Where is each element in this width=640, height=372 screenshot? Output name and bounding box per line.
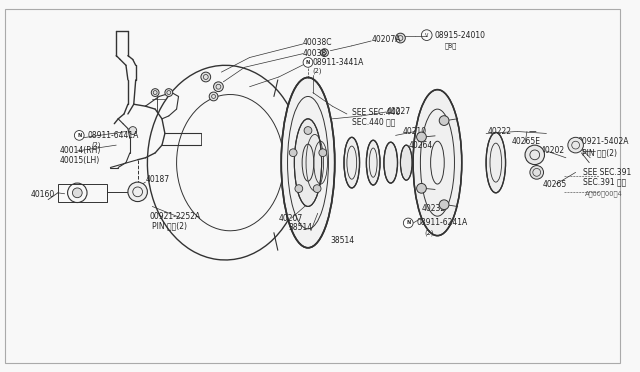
Text: 40207: 40207: [279, 214, 303, 222]
Text: V: V: [425, 33, 428, 38]
Ellipse shape: [486, 132, 506, 193]
Text: A・00＊00・4: A・00＊00・4: [586, 190, 623, 197]
Circle shape: [417, 132, 426, 142]
Text: 40207A: 40207A: [371, 35, 401, 44]
Text: 40187: 40187: [145, 175, 170, 184]
Text: 40015(LH): 40015(LH): [60, 156, 100, 165]
Text: 〈8〉: 〈8〉: [444, 42, 456, 49]
Ellipse shape: [281, 77, 335, 248]
Circle shape: [439, 200, 449, 209]
Circle shape: [295, 185, 303, 193]
Ellipse shape: [413, 90, 461, 235]
Text: PIN ピン(2): PIN ピン(2): [152, 221, 188, 230]
Text: 40265: 40265: [543, 180, 567, 189]
Text: 40038C: 40038C: [303, 38, 333, 47]
Text: —: —: [529, 127, 536, 136]
Text: 08915-24010: 08915-24010: [435, 31, 486, 40]
Text: 40264: 40264: [408, 141, 433, 150]
Text: (2): (2): [425, 230, 435, 236]
Circle shape: [417, 183, 426, 193]
Circle shape: [530, 166, 543, 179]
Ellipse shape: [384, 142, 397, 183]
Circle shape: [304, 126, 312, 134]
Circle shape: [525, 145, 545, 164]
Ellipse shape: [344, 137, 360, 188]
Circle shape: [74, 131, 84, 140]
Text: SEC.440 参照: SEC.440 参照: [352, 117, 395, 126]
Circle shape: [72, 188, 82, 198]
Text: SEE SEC.440: SEE SEC.440: [352, 108, 400, 116]
Circle shape: [128, 182, 147, 202]
Circle shape: [321, 49, 328, 57]
Circle shape: [201, 72, 211, 82]
Text: 40014(RH): 40014(RH): [60, 147, 101, 155]
Circle shape: [165, 89, 173, 96]
Text: 08911-3441A: 08911-3441A: [313, 58, 364, 67]
Text: N: N: [406, 221, 410, 225]
Text: 40038: 40038: [303, 49, 328, 58]
Circle shape: [214, 82, 223, 92]
Text: N: N: [77, 133, 81, 138]
Text: (2): (2): [91, 142, 100, 148]
Ellipse shape: [366, 140, 380, 185]
Text: 00921-2252A: 00921-2252A: [149, 212, 200, 221]
Text: N: N: [306, 60, 310, 65]
Circle shape: [313, 185, 321, 193]
Ellipse shape: [401, 145, 412, 180]
Text: (2): (2): [313, 68, 323, 74]
Bar: [58, 184, 106, 202]
Text: SEE SEC.391: SEE SEC.391: [584, 168, 632, 177]
Circle shape: [209, 92, 218, 101]
Text: 40232: 40232: [422, 204, 446, 213]
Text: 40210: 40210: [403, 127, 426, 136]
Text: 08911-6441A: 08911-6441A: [87, 131, 138, 140]
Circle shape: [319, 149, 326, 157]
Text: 40160: 40160: [31, 190, 55, 199]
Text: 08911-6241A: 08911-6241A: [416, 218, 467, 228]
Text: 38514: 38514: [330, 236, 355, 245]
Text: 40202: 40202: [541, 147, 564, 155]
Circle shape: [568, 137, 584, 153]
Circle shape: [151, 89, 159, 96]
Circle shape: [289, 149, 297, 157]
Text: 00921-5402A: 00921-5402A: [577, 137, 629, 146]
Ellipse shape: [294, 119, 322, 206]
Text: PIN ピン(2): PIN ピン(2): [582, 148, 618, 157]
Text: 40227: 40227: [387, 106, 411, 116]
Circle shape: [396, 33, 405, 43]
Text: 40222: 40222: [488, 127, 512, 136]
Circle shape: [129, 126, 137, 134]
Circle shape: [403, 218, 413, 228]
Circle shape: [303, 58, 313, 67]
Circle shape: [439, 116, 449, 125]
Text: 38514: 38514: [289, 223, 312, 232]
Text: 40265E: 40265E: [511, 137, 540, 146]
Text: SEC.391 参照: SEC.391 参照: [584, 177, 627, 187]
